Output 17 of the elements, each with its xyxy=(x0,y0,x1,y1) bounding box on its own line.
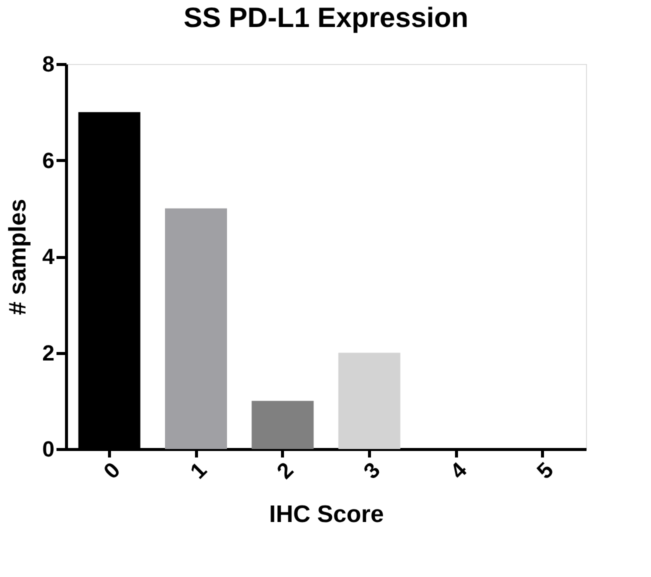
x-tick-label: 5 xyxy=(532,457,558,484)
chart-title: SS PD-L1 Expression xyxy=(184,2,468,33)
x-tick-label: 1 xyxy=(185,457,212,484)
x-tick-label: 3 xyxy=(358,457,385,484)
y-tick-label: 6 xyxy=(42,148,54,173)
y-axis-title: # samples xyxy=(4,198,32,316)
y-tick-label: 8 xyxy=(42,52,54,76)
x-tick-label: 2 xyxy=(272,457,298,484)
y-tick-label: 2 xyxy=(42,340,54,366)
y-tick-label: 0 xyxy=(42,436,54,462)
bar xyxy=(338,352,400,449)
x-axis-title: IHC Score xyxy=(269,501,384,528)
bar xyxy=(165,208,227,449)
x-tick-label: 4 xyxy=(445,456,472,484)
bar xyxy=(252,400,314,449)
y-tick-label: 4 xyxy=(42,244,56,269)
x-tick-label: 0 xyxy=(98,457,125,484)
